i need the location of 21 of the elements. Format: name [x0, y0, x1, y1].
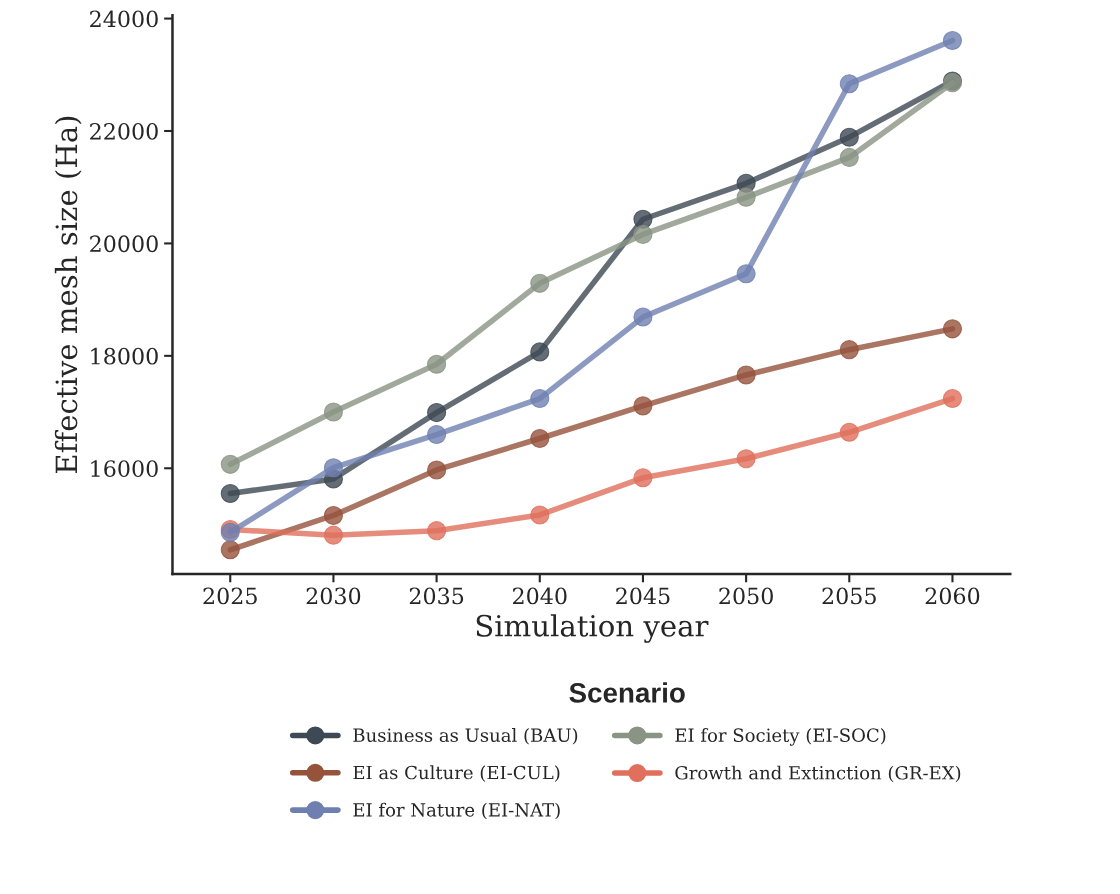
y-tick-label: 22000	[90, 122, 158, 140]
y-axis-title: Effective mesh size (Ha)	[54, 116, 82, 474]
x-tick-label: 2045	[616, 587, 670, 605]
legend-label: EI as Culture (EI-CUL)	[353, 765, 560, 782]
legend-label: Business as Usual (BAU)	[353, 728, 578, 745]
legend-title: Scenario	[569, 682, 685, 703]
legend-label: Growth and Extinction (GR-EX)	[675, 765, 961, 783]
legend-label: EI for Nature (EI-NAT)	[353, 802, 560, 820]
x-tick-label: 2050	[719, 587, 773, 605]
x-tick-label: 2035	[409, 587, 464, 605]
x-tick-label: 2030	[306, 587, 361, 605]
x-tick-label: 2055	[822, 587, 876, 605]
legend-label: EI for Society (EI-SOC)	[675, 728, 886, 746]
x-axis-title: Simulation year	[476, 614, 709, 643]
x-tick-label: 2060	[925, 587, 980, 605]
x-tick-label: 2025	[203, 587, 257, 605]
y-tick-label: 16000	[91, 460, 158, 478]
x-tick-label: 2040	[513, 587, 567, 605]
y-tick-label: 20000	[90, 235, 158, 253]
y-tick-label: 18000	[91, 347, 158, 365]
y-tick-label: 24000	[90, 10, 158, 28]
